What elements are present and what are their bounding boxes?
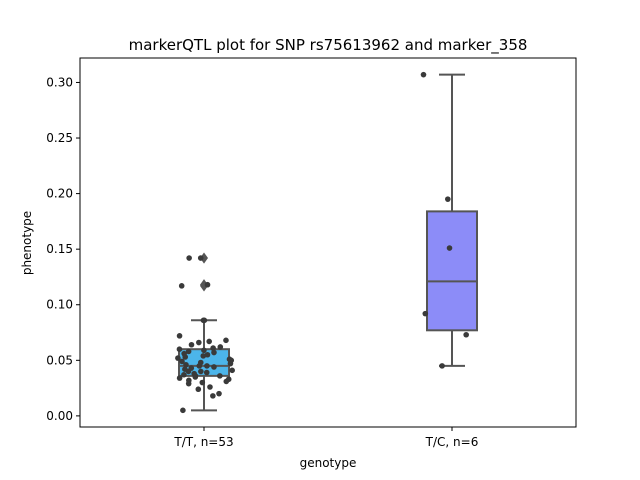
data-point	[217, 373, 223, 379]
data-point	[206, 338, 212, 345]
data-point	[185, 348, 192, 355]
data-point	[211, 349, 217, 356]
data-point	[204, 363, 210, 369]
data-point	[216, 390, 222, 397]
data-point	[178, 283, 185, 289]
data-point	[211, 364, 217, 370]
x-tick-label: T/T, n=53	[173, 435, 233, 449]
data-point	[223, 378, 230, 385]
box-group	[420, 71, 478, 369]
data-point	[446, 245, 453, 251]
data-point	[185, 368, 192, 375]
y-tick-label: 0.30	[46, 75, 73, 89]
data-point	[210, 393, 216, 399]
data-point	[207, 384, 213, 390]
outlier-marker	[200, 252, 208, 264]
x-tick-label: T/C, n=6	[425, 435, 479, 449]
y-axis-label: phenotype	[20, 211, 34, 275]
data-point	[192, 374, 199, 380]
data-point	[188, 341, 195, 348]
iqr-box	[426, 210, 478, 332]
data-point	[185, 380, 192, 387]
plot-frame	[79, 57, 577, 428]
data-point	[196, 363, 203, 369]
data-point	[463, 331, 469, 338]
y-tick-label: 0.05	[46, 353, 73, 367]
data-point	[223, 337, 229, 344]
data-point	[201, 317, 208, 324]
data-point	[176, 375, 183, 381]
data-point	[183, 361, 189, 368]
data-point	[181, 371, 187, 378]
data-point	[229, 367, 235, 374]
chart-title: markerQTL plot for SNP rs75613962 and ma…	[129, 36, 528, 55]
data-point	[198, 368, 204, 375]
data-point	[217, 344, 224, 350]
data-point	[195, 386, 202, 393]
data-point	[176, 346, 183, 352]
data-point	[201, 347, 207, 354]
data-point	[197, 255, 204, 261]
data-point	[422, 310, 429, 317]
data-point	[175, 355, 181, 361]
data-point	[203, 369, 210, 376]
data-point	[199, 379, 206, 386]
y-tick-label: 0.00	[46, 409, 73, 423]
data-point	[204, 351, 211, 358]
box-group	[175, 252, 235, 414]
y-tick-label: 0.10	[46, 298, 73, 312]
data-point	[179, 358, 185, 365]
y-axis: 0.00 0.05 0.10 0.15 0.20 0.25 0.30	[46, 75, 80, 423]
data-point	[210, 345, 216, 351]
data-point	[196, 339, 202, 346]
data-point	[204, 281, 211, 288]
data-point	[439, 363, 445, 369]
y-tick-label: 0.20	[46, 187, 73, 201]
x-axis: T/T, n=53 T/C, n=6	[173, 427, 478, 449]
data-point	[176, 333, 183, 339]
data-point	[227, 360, 234, 367]
x-axis-label: genotype	[300, 456, 357, 470]
y-tick-label: 0.15	[46, 242, 73, 256]
data-point	[420, 71, 427, 78]
y-tick-label: 0.25	[46, 131, 73, 145]
data-point	[186, 255, 192, 261]
plot-area	[175, 71, 478, 414]
data-point	[180, 407, 186, 414]
data-point	[445, 196, 451, 202]
data-point	[182, 354, 189, 360]
data-point	[200, 353, 207, 359]
outlier-marker	[200, 279, 208, 291]
